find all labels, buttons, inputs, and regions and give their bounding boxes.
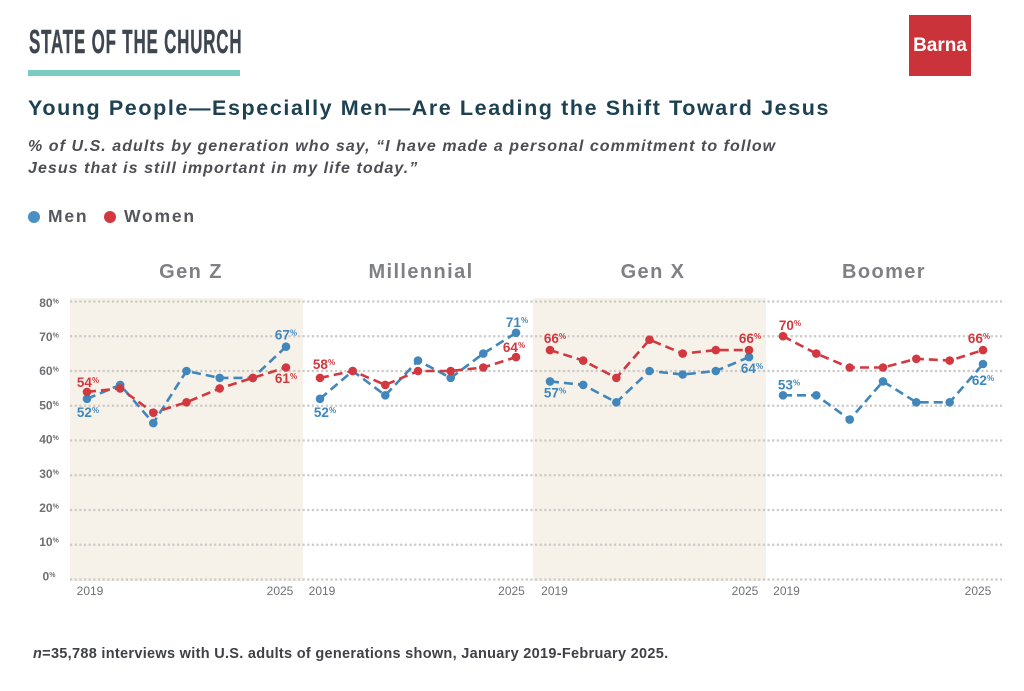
svg-text:40%: 40%: [39, 433, 59, 447]
svg-text:58%: 58%: [313, 357, 335, 372]
svg-text:70%: 70%: [39, 330, 59, 344]
svg-text:60%: 60%: [39, 364, 59, 378]
svg-text:2019: 2019: [309, 584, 336, 598]
svg-text:Millennial: Millennial: [368, 261, 473, 283]
svg-text:2019: 2019: [773, 584, 800, 598]
svg-text:Gen X: Gen X: [621, 261, 686, 283]
svg-text:2019: 2019: [541, 584, 568, 598]
svg-text:0%: 0%: [43, 569, 57, 583]
svg-text:2025: 2025: [498, 584, 525, 598]
svg-text:10%: 10%: [39, 535, 59, 549]
svg-text:64%: 64%: [503, 340, 525, 355]
svg-text:2019: 2019: [77, 584, 104, 598]
svg-text:20%: 20%: [39, 501, 59, 515]
svg-text:2025: 2025: [965, 584, 992, 598]
svg-text:50%: 50%: [39, 398, 59, 412]
svg-text:66%: 66%: [968, 331, 990, 346]
svg-text:52%: 52%: [314, 405, 336, 420]
svg-text:2025: 2025: [267, 584, 294, 598]
svg-text:53%: 53%: [778, 377, 800, 392]
svg-text:70%: 70%: [779, 318, 801, 333]
svg-text:Gen Z: Gen Z: [159, 261, 223, 283]
svg-text:30%: 30%: [39, 467, 59, 481]
svg-text:80%: 80%: [39, 296, 59, 310]
svg-text:62%: 62%: [972, 373, 994, 388]
svg-text:Boomer: Boomer: [842, 261, 926, 283]
svg-text:2025: 2025: [732, 584, 759, 598]
svg-text:71%: 71%: [506, 315, 528, 330]
